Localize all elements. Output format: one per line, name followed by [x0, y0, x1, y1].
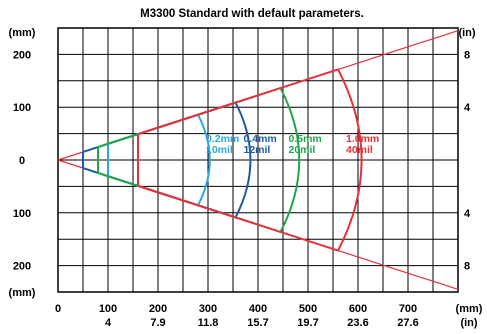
y-left-unit-top: (mm) — [9, 27, 36, 39]
series-label-mm: 1.0mm — [346, 133, 379, 145]
series-label-mil: 40mil — [346, 144, 373, 156]
x-tick-label-mm: 600 — [349, 303, 367, 315]
x-tick-label-in: 23.6 — [347, 317, 368, 329]
axis-labels: 200 100 0 100 200 8 4 4 8 0 100 4 200 7.9 300 11.8 400 15… — [13, 49, 471, 329]
series-label-mil: 10mil — [206, 144, 233, 156]
x-tick-label-in: 7.9 — [150, 317, 165, 329]
x-tick-label-mm: 100 — [99, 303, 117, 315]
x-tick-label-in: 15.7 — [247, 317, 268, 329]
y-right-unit-top: (in) — [458, 27, 475, 39]
x-tick-label-mm: 300 — [199, 303, 217, 315]
y-right-tick-label: 8 — [464, 261, 470, 273]
y-left-unit-bottom: (mm) — [9, 287, 36, 299]
series-label-mm: 0.2mm — [206, 133, 239, 145]
series-label-mil: 20mil — [289, 144, 316, 156]
x-tick-label-mm: 200 — [149, 303, 167, 315]
lower-edge — [137, 184, 339, 252]
x-unit-mm: (mm) — [456, 303, 483, 315]
y-left-tick-label: 100 — [13, 208, 31, 220]
far-limit — [234, 102, 252, 218]
far-limit — [197, 114, 211, 206]
x-tick-label-in: 4 — [105, 317, 112, 329]
y-left-tick-label: 200 — [13, 49, 31, 61]
y-left-tick-label: 200 — [13, 261, 31, 273]
far-limit — [337, 68, 363, 252]
y-left-tick-label: 100 — [13, 102, 31, 114]
series-label-mm: 0.4mm — [244, 133, 277, 145]
x-tick-label-mm: 500 — [299, 303, 317, 315]
series-label-mm: 0.5mm — [289, 133, 322, 145]
upper-edge — [137, 68, 339, 136]
chart-title: M3300 Standard with default parameters. — [140, 8, 364, 20]
x-unit-in: (in) — [460, 317, 477, 329]
grid — [57, 27, 459, 293]
x-tick-label-in: 19.7 — [297, 317, 318, 329]
y-left-tick-label: 0 — [19, 155, 25, 167]
x-tick-label-in: 11.8 — [198, 317, 219, 329]
x-tick-label-mm: 400 — [249, 303, 267, 315]
series-label-mil: 12mil — [244, 144, 271, 156]
y-right-tick-label: 4 — [464, 102, 471, 114]
y-right-tick-label: 8 — [464, 49, 470, 61]
x-tick-label-in: 27.6 — [397, 317, 418, 329]
x-tick-label-mm: 700 — [399, 303, 417, 315]
x-tick-label-mm: 0 — [55, 303, 61, 315]
far-limit — [279, 87, 301, 233]
y-right-tick-label: 4 — [464, 208, 471, 220]
